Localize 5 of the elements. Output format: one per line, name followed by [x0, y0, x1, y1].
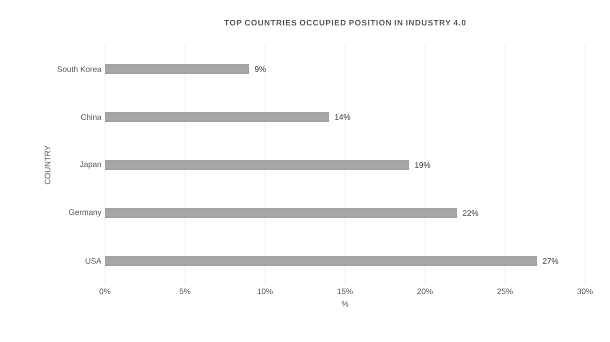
bar	[105, 208, 458, 218]
bar	[105, 64, 249, 74]
bar	[105, 256, 538, 266]
bar	[105, 112, 330, 122]
bar	[105, 160, 410, 170]
